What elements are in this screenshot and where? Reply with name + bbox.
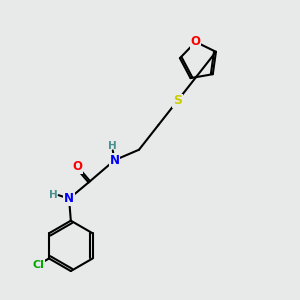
Text: H: H xyxy=(49,190,58,200)
Text: H: H xyxy=(108,141,117,151)
Text: Cl: Cl xyxy=(32,260,44,270)
Text: O: O xyxy=(73,160,82,173)
Text: S: S xyxy=(173,94,182,107)
Text: O: O xyxy=(190,35,201,48)
Text: N: N xyxy=(64,192,74,205)
Text: N: N xyxy=(110,154,119,167)
